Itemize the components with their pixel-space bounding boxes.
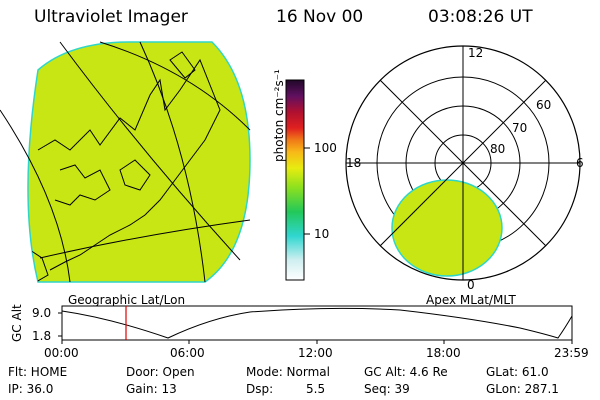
footer-glon: GLon: 287.1: [486, 382, 559, 396]
altitude-plot: [58, 305, 573, 344]
footer-mode: Mode: Normal: [246, 365, 330, 379]
mlt-label-0: 0: [467, 278, 475, 292]
altitude-xtick-1800: 18:00: [426, 346, 461, 360]
graticule-line: [39, 219, 251, 259]
polar-plot: [345, 45, 581, 281]
altitude-xtick-2359: 23:59: [554, 346, 589, 360]
footer-flt: Flt: HOME: [8, 365, 68, 379]
mlt-label-12: 12: [468, 46, 484, 60]
graticule-line: [99, 41, 251, 131]
altitude-xtick-1200: 12:00: [298, 346, 333, 360]
footer-dsp-value: 5.5: [306, 382, 326, 396]
aurora-right-fill: [391, 179, 503, 277]
colorbar-tick-10: 10: [314, 227, 330, 241]
footer-glat: GLat: 61.0: [486, 365, 549, 379]
geographic-map: [0, 41, 251, 283]
lat-label-60: 60: [536, 98, 552, 112]
mlt-label-18: 18: [346, 156, 362, 170]
footer-seq: Seq: 39: [364, 382, 410, 396]
mlt-label-6: 6: [576, 156, 584, 170]
coastline: [37, 58, 221, 271]
instrument-title: Ultraviolet Imager: [34, 7, 188, 27]
graticule-line: [59, 41, 241, 261]
colorbar: [285, 79, 305, 281]
altitude-ylabel: GC Alt: [10, 304, 24, 342]
altitude-curve: [61, 307, 573, 339]
altitude-ytick-9: 9.0: [32, 306, 52, 320]
graticule-line: [0, 109, 71, 283]
altitude-ytick-1.8: 1.8: [32, 329, 52, 343]
aurora-left-fill: [27, 41, 251, 283]
right-panel-label: Apex MLat/MLT: [426, 293, 516, 307]
altitude-xtick-0600: 06:00: [170, 346, 205, 360]
footer-ip: IP: 36.0: [8, 382, 54, 396]
footer-gain: Gain: 13: [126, 382, 177, 396]
lat-label-70: 70: [512, 121, 528, 135]
colorbar-unit-label: photon cm⁻²s⁻¹: [272, 69, 286, 162]
date-label: 16 Nov 00: [276, 7, 364, 27]
footer-door: Door: Open: [126, 365, 195, 379]
footer-gcalt: GC Alt: 4.6 Re: [364, 365, 448, 379]
footer-dsp-label: Dsp:: [246, 382, 274, 396]
altitude-xtick-0000: 00:00: [44, 346, 79, 360]
lat-label-80: 80: [490, 142, 506, 156]
graticule-line: [139, 41, 206, 283]
left-panel-label: Geographic Lat/Lon: [68, 293, 186, 307]
time-label: 03:08:26 UT: [428, 7, 533, 27]
colorbar-tick-100: 100: [314, 141, 337, 155]
